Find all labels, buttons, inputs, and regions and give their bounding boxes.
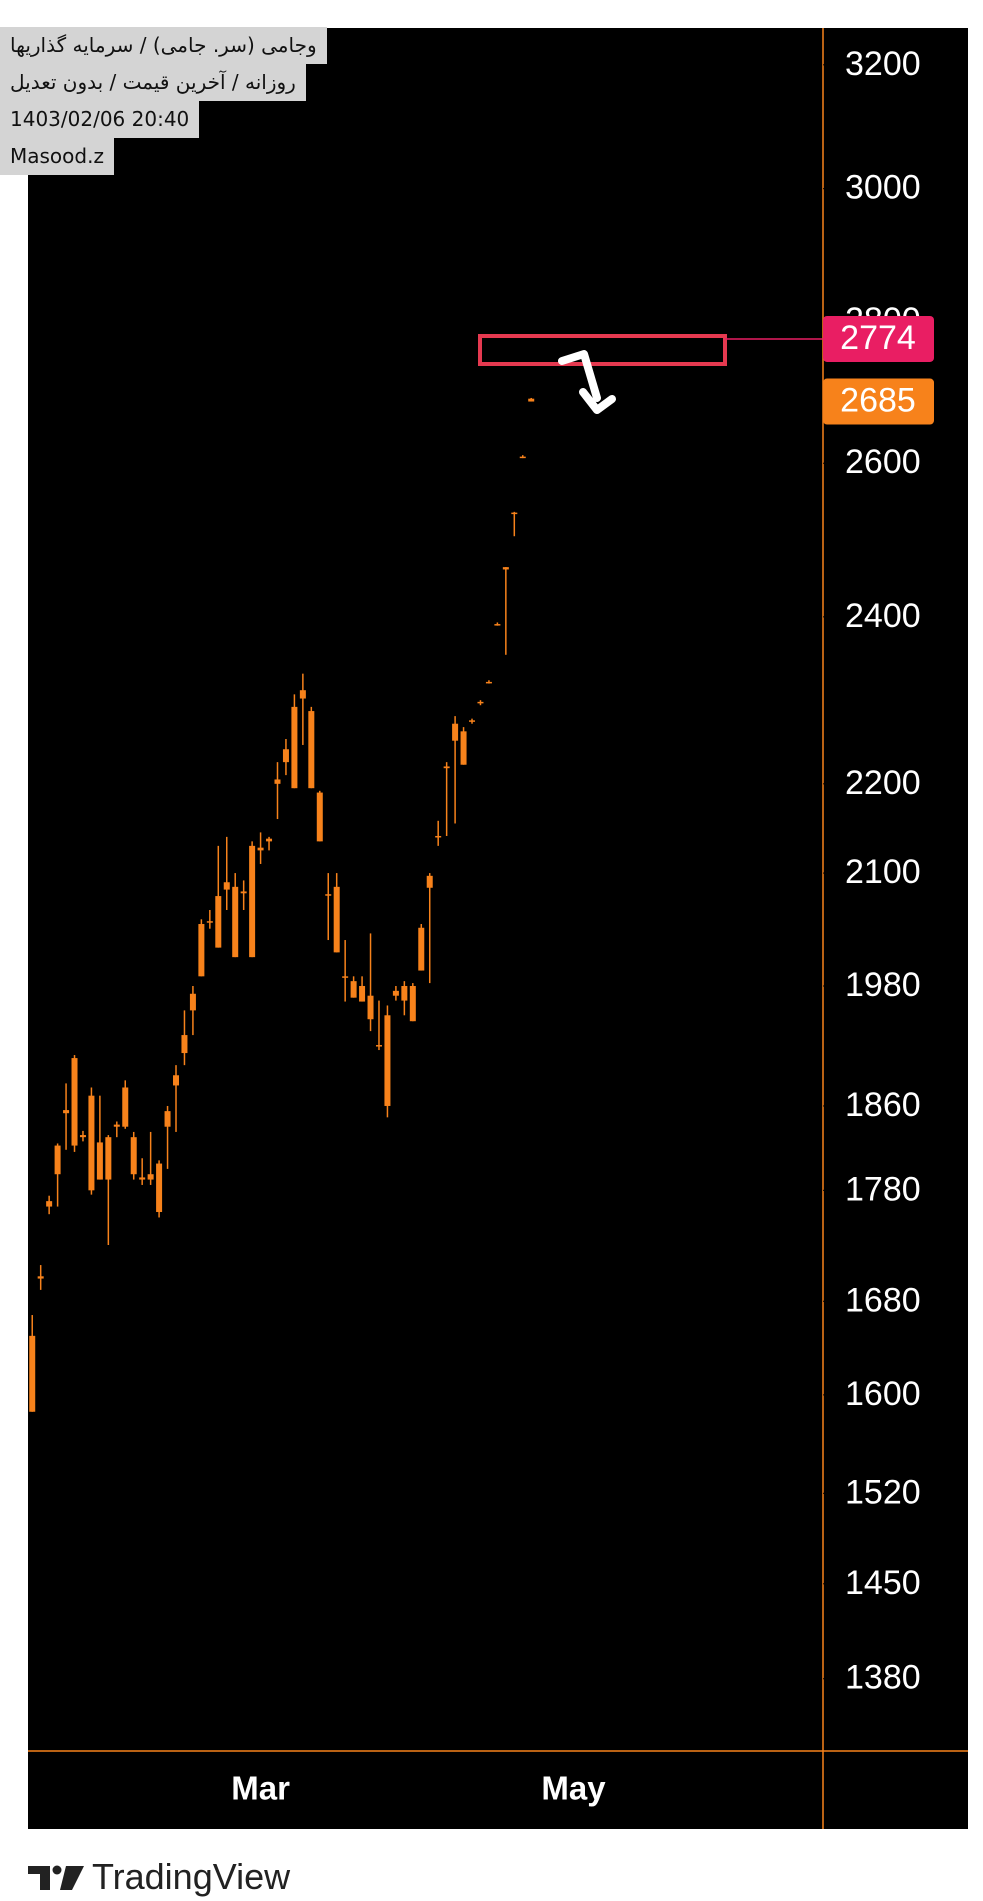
candle-body	[426, 875, 433, 888]
candle-body	[274, 779, 281, 784]
drawing-rectangle	[478, 334, 727, 366]
candle-body	[359, 985, 366, 1002]
chart-settings: روزانه / آخرین قیمت / بدون تعدیل	[0, 64, 306, 101]
candle-body	[189, 993, 196, 1011]
candle-body	[181, 1035, 188, 1054]
candle-body	[299, 690, 306, 699]
candle-body	[418, 927, 425, 971]
candle-body	[511, 512, 518, 515]
candle-body	[477, 701, 484, 704]
plot-area	[29, 397, 535, 1412]
candle-body	[164, 1111, 171, 1127]
brand-name: TradingView	[92, 1856, 291, 1897]
y-tick-label: 2600	[845, 443, 921, 481]
y-tick-label: 2100	[845, 853, 921, 891]
y-tick-label: 1680	[845, 1281, 921, 1319]
drawing-arrow	[558, 350, 616, 414]
candle-body	[316, 792, 323, 842]
candle-body	[266, 838, 273, 842]
candle-body	[342, 976, 349, 978]
y-tick-label: 2400	[845, 597, 921, 635]
candle-body	[63, 1110, 70, 1114]
candle-body	[452, 723, 459, 741]
candle-body	[223, 882, 230, 890]
candle-body	[71, 1058, 78, 1146]
candle-body	[367, 995, 374, 1020]
candle-body	[206, 921, 213, 923]
y-tick-label: 1520	[845, 1473, 921, 1511]
candle-body	[105, 1137, 112, 1180]
candle-body	[139, 1177, 146, 1180]
candle-body	[147, 1174, 154, 1180]
candle-body	[392, 990, 399, 996]
price-line-label: 2774	[840, 319, 916, 357]
y-tick-label: 1780	[845, 1170, 921, 1208]
price-line-badge	[823, 315, 934, 362]
candle-body	[215, 896, 222, 948]
candle-body	[249, 845, 256, 958]
candle-body	[257, 847, 264, 851]
y-tick-label: 1380	[845, 1659, 921, 1697]
candle-body	[46, 1201, 53, 1207]
candle-body	[460, 731, 467, 765]
timestamp: 1403/02/06 20:40	[0, 101, 200, 138]
candle-body	[384, 1015, 391, 1106]
candle-body	[401, 985, 408, 1001]
candle-body	[325, 894, 332, 896]
candle-body	[502, 567, 509, 570]
candle-body	[96, 1142, 103, 1180]
last-price-badge	[823, 378, 934, 425]
candle-body	[122, 1087, 129, 1127]
candle-body	[528, 398, 535, 402]
candle-body	[435, 835, 442, 838]
y-tick-label: 3000	[845, 169, 921, 207]
symbol-title: وجامی (سر. جامی) / سرمایه گذاریها	[0, 27, 327, 64]
candle-body	[409, 985, 416, 1022]
candle-body	[519, 456, 526, 459]
candle-body	[308, 711, 315, 789]
candle-body	[494, 624, 501, 626]
candle-body	[88, 1095, 95, 1191]
y-tick-label: 1860	[845, 1086, 921, 1124]
x-tick-label: Mar	[231, 1770, 290, 1807]
candle-body	[291, 706, 298, 789]
candle-body	[130, 1137, 137, 1175]
candle-body	[156, 1163, 163, 1213]
author: Masood.z	[0, 138, 114, 175]
last-price-label: 2685	[840, 382, 916, 420]
candle-body	[240, 891, 247, 894]
chart-background	[28, 28, 968, 1829]
candle-body	[37, 1276, 44, 1279]
tradingview-logo	[28, 1865, 84, 1890]
y-tick-label: 1450	[845, 1564, 921, 1602]
candle-body	[29, 1335, 36, 1412]
candle-body	[375, 1045, 382, 1047]
candle-body	[79, 1135, 86, 1138]
candle-body	[443, 766, 450, 769]
y-tick-label: 1980	[845, 966, 921, 1004]
candle-body	[232, 886, 239, 958]
candle-body	[350, 981, 357, 998]
y-tick-label: 2200	[845, 764, 921, 802]
y-tick-label: 3200	[845, 45, 921, 83]
candle-body	[198, 924, 205, 977]
candle-body	[469, 720, 476, 722]
y-tick-label: 1600	[845, 1375, 921, 1413]
candle-body	[113, 1124, 120, 1127]
candle-body	[333, 886, 340, 953]
x-tick-label: May	[541, 1770, 606, 1807]
candle-body	[282, 749, 289, 763]
candle-body	[54, 1145, 61, 1175]
candle-body	[485, 681, 492, 684]
candle-body	[173, 1075, 180, 1086]
